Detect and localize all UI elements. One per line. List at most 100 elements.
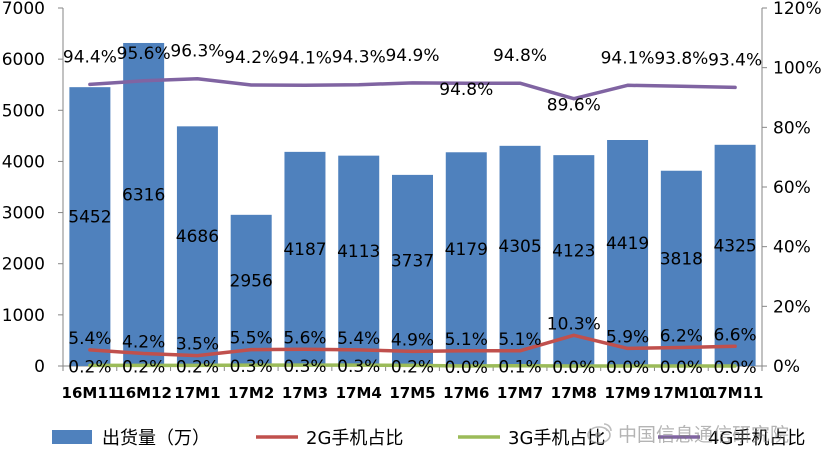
line-value-label: 0.1%: [498, 358, 541, 378]
x-tick-label: 17M10: [653, 384, 710, 402]
bar-value-label: 4179: [445, 240, 488, 260]
bar-value-label: 3818: [660, 249, 703, 269]
line-value-label: 0.3%: [337, 357, 380, 377]
line-value-label: 5.1%: [445, 330, 488, 350]
line-value-label: 5.9%: [606, 327, 649, 347]
line-value-label: 0.2%: [68, 357, 111, 377]
watermark-text: 中国信息通信研究院: [618, 424, 789, 446]
line-value-label: 4.9%: [391, 330, 434, 350]
y-left-tick-label: 6000: [2, 50, 45, 70]
line-value-label: 0.2%: [176, 357, 219, 377]
line-value-label: 0.3%: [283, 357, 326, 377]
line-value-label: 5.4%: [68, 329, 111, 349]
line-value-label: 93.4%: [708, 50, 762, 70]
bar-series: [69, 42, 756, 367]
x-tick-label: 17M3: [282, 384, 328, 402]
line-value-label: 5.1%: [498, 330, 541, 350]
data-labels: 5452 6316 4686 2956 4187 4113 3737 4179 4305 4123…: [63, 42, 762, 378]
y-right-tick-label: 40%: [773, 238, 811, 258]
legend-label: 4G手机占比: [708, 428, 805, 449]
y-left-tick-label: 4000: [2, 152, 45, 172]
y-left-tick-label: 2000: [2, 255, 45, 275]
x-tick-label: 17M7: [497, 384, 543, 402]
y-left-tick-label: 0: [34, 357, 45, 377]
line-value-label: 0.2%: [391, 357, 434, 377]
bar: [338, 155, 380, 366]
y-left-tick-label: 1000: [2, 306, 45, 326]
line-value-label: 3.5%: [176, 335, 219, 355]
bar: [123, 42, 165, 366]
line-4G手机占比: [88, 76, 737, 101]
bar: [499, 145, 541, 366]
bar: [230, 214, 272, 366]
y-left-tick-label: 5000: [2, 101, 45, 121]
x-tick-label: 16M11: [62, 384, 119, 402]
x-tick-label: 17M1: [174, 384, 220, 402]
y-right-tick-label: 0%: [773, 357, 800, 377]
line-2G手机占比: [88, 333, 737, 358]
bar-value-label: 4325: [713, 236, 756, 256]
line-value-label: 4.2%: [122, 332, 165, 352]
line-value-label: 0.0%: [714, 358, 757, 378]
y-left-tick-label: 7000: [2, 0, 45, 19]
watermark: 中国信息通信研究院: [587, 423, 789, 446]
line-value-label: 94.1%: [601, 48, 655, 68]
y-right-tick-label: 100%: [773, 59, 822, 79]
bar-value-label: 5452: [68, 208, 111, 228]
line-value-label: 6.6%: [714, 325, 757, 345]
bar-value-label: 4113: [337, 242, 380, 262]
line-value-label: 0.0%: [606, 358, 649, 378]
legend-swatch-bar: [52, 430, 92, 444]
line-3G手机占比: [88, 363, 737, 368]
line-value-label: 5.5%: [230, 329, 273, 349]
x-tick-label: 17M9: [604, 384, 650, 402]
legend-label: 2G手机占比: [306, 428, 403, 449]
x-tick-label: 17M4: [336, 384, 382, 402]
bar-value-label: 4305: [498, 237, 541, 257]
line-value-label: 94.2%: [224, 48, 278, 68]
bar: [445, 152, 487, 366]
line-value-label: 94.4%: [63, 47, 117, 67]
line-value-label: 94.1%: [278, 48, 332, 68]
line-value-label: 94.8%: [439, 80, 493, 100]
y-right-tick-label: 80%: [773, 118, 811, 138]
line-value-label: 94.3%: [332, 48, 386, 68]
bar-value-label: 4686: [176, 227, 219, 247]
bar-value-label: 4419: [606, 234, 649, 254]
bar: [392, 174, 433, 366]
bar: [176, 126, 218, 366]
y-left-tick-label: 3000: [2, 204, 45, 224]
y-right-tick-label: 60%: [773, 178, 811, 198]
line-value-label: 0.0%: [660, 358, 703, 378]
x-tick-label: 17M5: [389, 384, 435, 402]
bar: [69, 87, 111, 367]
x-tick-label: 16M12: [115, 384, 172, 402]
bar-value-label: 4187: [283, 240, 326, 260]
bar: [553, 155, 595, 366]
bar-value-label: 3737: [391, 251, 434, 271]
y-right-tick-label: 20%: [773, 297, 811, 317]
legend: 出货量（万） 2G手机占比 3G手机占比 4G手机占比: [52, 428, 805, 449]
line-value-label: 10.3%: [547, 314, 601, 334]
bar: [714, 144, 756, 366]
line-value-label: 96.3%: [170, 42, 224, 62]
axes: 0 1000 2000 3000 4000 5000 6000 7000 0% 20% 40% 60%…: [2, 0, 822, 377]
line-value-label: 5.6%: [283, 328, 326, 348]
line-value-label: 94.9%: [385, 46, 439, 66]
x-tick-label: 17M2: [228, 384, 274, 402]
line-value-label: 94.8%: [493, 46, 547, 66]
weibo-icon: [587, 423, 612, 444]
line-value-label: 0.0%: [552, 358, 595, 378]
y-right-tick-label: 120%: [773, 0, 822, 19]
x-tick-label: 17M8: [551, 384, 597, 402]
legend-label: 出货量（万）: [102, 428, 210, 449]
bar: [607, 139, 649, 366]
x-tick-label: 17M11: [707, 384, 764, 402]
x-tick-label: 17M6: [443, 384, 489, 402]
bar-value-label: 2956: [230, 271, 273, 291]
line-value-label: 6.2%: [660, 327, 703, 347]
line-value-label: 95.6%: [117, 44, 171, 64]
legend-label: 3G手机占比: [508, 428, 605, 449]
